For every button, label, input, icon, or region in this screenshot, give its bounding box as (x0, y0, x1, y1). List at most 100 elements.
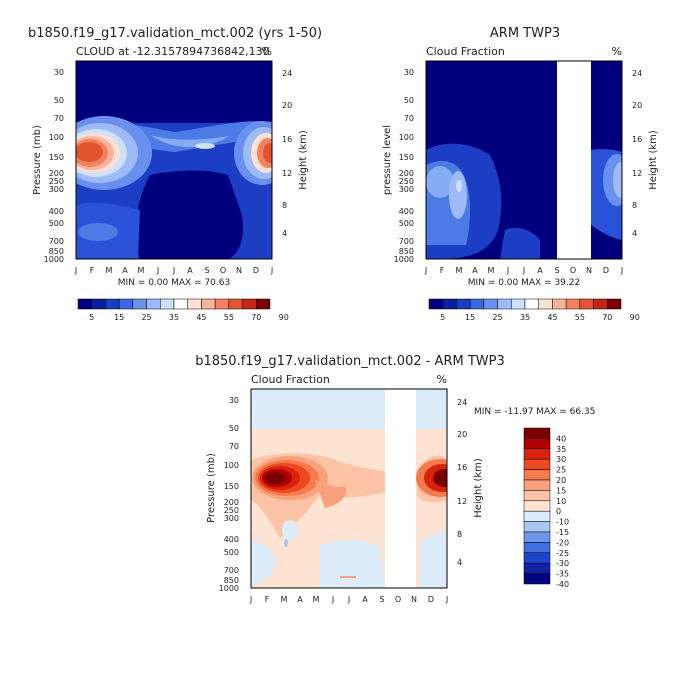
colorbar-swatch (105, 298, 120, 310)
height-tick: 12 (457, 497, 467, 506)
pressure-tick: 300 (224, 514, 239, 523)
month-tick: M (488, 266, 495, 275)
colorbar-swatch (228, 298, 243, 310)
colorbar-swatch (523, 552, 551, 564)
colorbar-swatch (511, 298, 526, 310)
pressure-tick: 400 (399, 207, 414, 216)
pressure-axis: 30 50 70 100 150 200 250 300 400 500 700… (219, 396, 239, 593)
month-tick: F (440, 266, 445, 275)
month-tick: M (456, 266, 463, 275)
month-tick: M (138, 266, 145, 275)
colorbar-swatch (523, 427, 551, 439)
pressure-tick: 400 (224, 535, 239, 544)
colorbar-swatch (523, 542, 551, 554)
height-axis: 4 8 12 16 20 24 (632, 69, 642, 238)
y-axis-label: Pressure (mb) (206, 453, 217, 523)
month-tick: J (506, 266, 509, 275)
month-tick: J (522, 266, 525, 275)
colorbar-swatch (483, 298, 498, 310)
colorbar-swatch (523, 458, 551, 470)
pressure-tick: 30 (404, 68, 414, 77)
pressure-axis: 30 50 70 100 150 200 250 300 400 500 700… (44, 68, 64, 264)
colorbar-label: 15 (465, 313, 475, 322)
height-tick: 4 (282, 229, 287, 238)
colorbar-label: 45 (547, 313, 557, 322)
pressure-tick: 30 (229, 396, 239, 405)
colorbar-swatch (523, 469, 551, 481)
colorbar-label: -20 (556, 538, 569, 547)
pressure-tick: 200 (224, 498, 239, 507)
colorbar-label: 20 (556, 476, 566, 485)
pressure-tick: 500 (49, 219, 64, 228)
pressure-tick: 200 (399, 169, 414, 178)
pressure-tick: 70 (229, 442, 239, 451)
colorbar-swatch (469, 298, 485, 310)
colorbar-label: 0 (556, 507, 561, 516)
colorbar-label: -30 (556, 559, 569, 568)
colorbar-label: 55 (575, 313, 585, 322)
pressure-axis: 30 50 70 100 150 200 250 300 400 500 700… (394, 68, 414, 264)
month-tick: J (156, 266, 159, 275)
colorbar-label: -40 (556, 580, 569, 589)
y-axis-label: Pressure (mb) (32, 125, 43, 195)
height-tick: 20 (632, 101, 642, 110)
units-label: % (437, 373, 447, 386)
month-tick: F (90, 266, 95, 275)
min-max-label: MIN = -11.97 MAX = 66.35 (474, 407, 595, 417)
colorbar-swatch (565, 298, 581, 310)
pressure-tick: 500 (224, 548, 239, 557)
cloud-contour-field (76, 61, 272, 259)
month-tick: F (265, 595, 270, 604)
month-tick: N (586, 266, 592, 275)
colorbar-swatch (523, 531, 551, 543)
month-axis: J F M A M J J A S O N D J (424, 266, 623, 275)
colorbar-swatch (118, 298, 134, 310)
pressure-tick: 250 (49, 177, 64, 186)
cloud-contour-field (426, 61, 622, 259)
month-tick: J (331, 595, 334, 604)
colorbar-label: 10 (556, 497, 566, 506)
month-tick: S (379, 595, 384, 604)
pressure-tick: 100 (49, 133, 64, 142)
height-tick: 12 (632, 169, 642, 178)
month-tick: A (187, 266, 193, 275)
colorbar-swatch (497, 298, 512, 310)
colorbar-swatch (428, 298, 443, 310)
height-tick: 24 (457, 398, 467, 407)
colorbar-swatch (187, 298, 202, 310)
colorbar-label: 45 (196, 313, 206, 322)
plot-frame (250, 388, 448, 589)
colorbar-label: 25 (556, 466, 566, 475)
panel-subtitle: Cloud Fraction (251, 373, 330, 386)
min-max-label: MIN = 0.00 MAX = 70.63 (118, 278, 230, 288)
colorbar-swatch (523, 562, 551, 574)
plot-frame (75, 60, 273, 260)
month-tick: M (106, 266, 113, 275)
y2-axis-label: Height (km) (473, 458, 484, 518)
pressure-tick: 100 (399, 133, 414, 142)
colorbar-swatch (201, 298, 216, 310)
colorbar-label: -25 (556, 549, 569, 558)
panel-subtitle: CLOUD at -12.3157894736842,130 (76, 45, 270, 58)
pressure-tick: 700 (224, 566, 239, 575)
height-tick: 8 (632, 201, 637, 210)
height-tick: 4 (632, 229, 637, 238)
colorbar-swatch (146, 298, 161, 310)
pressure-tick: 700 (49, 237, 64, 246)
min-max-label: MIN = 0.00 MAX = 39.22 (468, 278, 580, 288)
panel-title: b1850.f19_g17.validation_mct.002 - ARM T… (195, 354, 505, 369)
colorbar-swatch (552, 298, 567, 310)
height-tick: 20 (457, 430, 467, 439)
height-axis: 4 8 12 16 20 24 (282, 69, 292, 238)
panel-subtitle: Cloud Fraction (426, 45, 505, 58)
colorbar-swatch (456, 298, 471, 310)
panel-observation: ARM TWP3 Cloud Fraction % 30 50 70 100 1… (382, 26, 659, 322)
pressure-tick: 1000 (44, 255, 64, 264)
pressure-tick: 1000 (394, 255, 414, 264)
pressure-tick: 200 (49, 169, 64, 178)
height-tick: 16 (282, 135, 292, 144)
difference-contour-field (251, 389, 447, 588)
panel-difference: b1850.f19_g17.validation_mct.002 - ARM T… (195, 354, 595, 604)
colorbar-label: 5 (440, 313, 445, 322)
pressure-tick: 50 (404, 96, 414, 105)
